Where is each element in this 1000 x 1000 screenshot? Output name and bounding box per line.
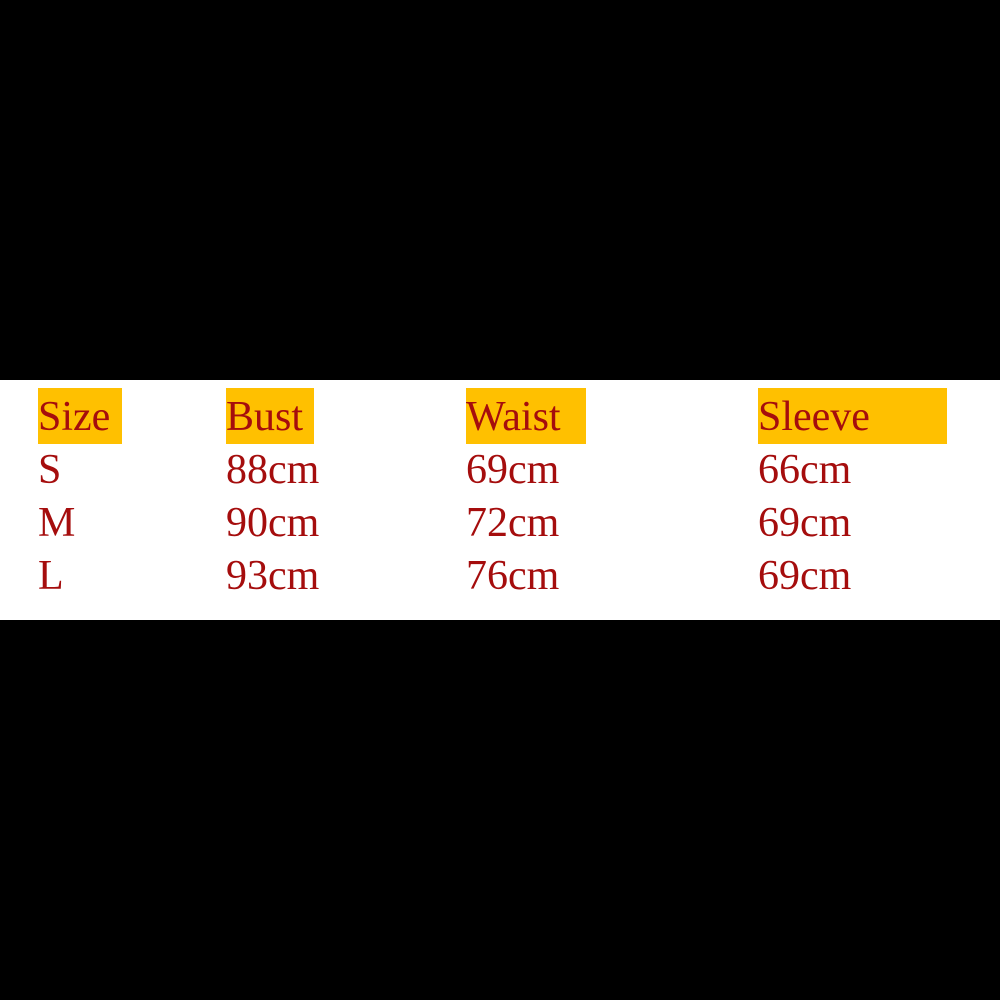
- header-size: Size: [38, 388, 122, 444]
- table-cell: 90cm: [226, 500, 320, 546]
- table-cell: M: [38, 500, 76, 546]
- table-cell: 76cm: [466, 553, 560, 599]
- table-cell: 72cm: [466, 500, 560, 546]
- header-waist: Waist: [466, 388, 586, 444]
- table-cell: 66cm: [758, 447, 852, 493]
- table-cell: 69cm: [466, 447, 560, 493]
- table-cell: 69cm: [758, 553, 852, 599]
- table-cell: S: [38, 447, 62, 493]
- header-bust: Bust: [226, 388, 314, 444]
- table-cell: 93cm: [226, 553, 320, 599]
- table-cell: L: [38, 553, 64, 599]
- header-sleeve: Sleeve: [758, 388, 947, 444]
- size-chart: Size Bust Waist Sleeve S 88cm 69cm 66cm …: [0, 380, 1000, 620]
- table-cell: 88cm: [226, 447, 320, 493]
- table-cell: 69cm: [758, 500, 852, 546]
